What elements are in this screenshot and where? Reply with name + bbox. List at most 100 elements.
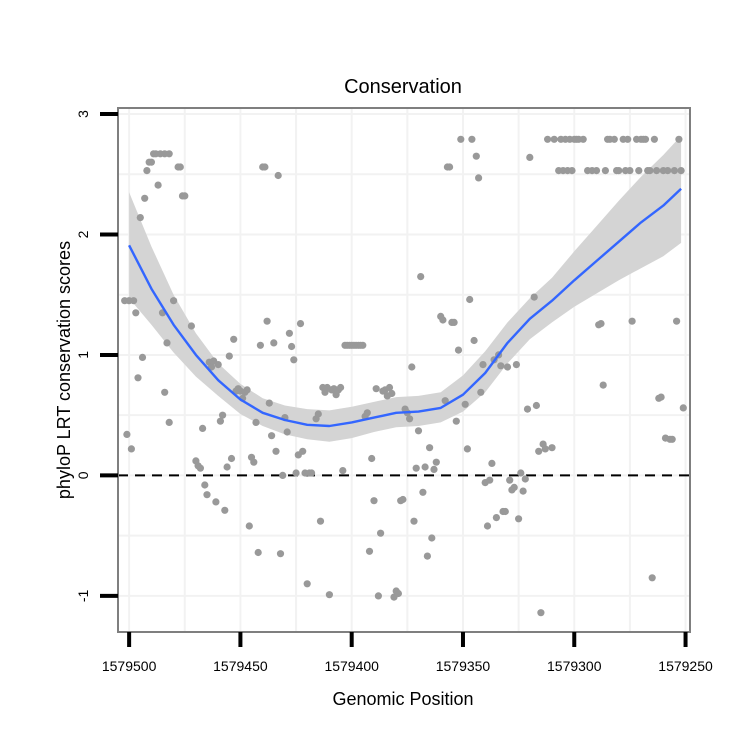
data-point — [399, 495, 407, 504]
data-point — [615, 167, 623, 175]
data-point — [219, 411, 227, 419]
data-point — [675, 135, 683, 143]
data-point — [664, 167, 672, 175]
x-axis: 1579500 1579450 1579400 1579350 1579300 15792… — [102, 632, 713, 674]
data-point — [196, 464, 204, 472]
data-point — [221, 506, 229, 514]
data-point — [408, 363, 416, 371]
data-point — [270, 339, 278, 347]
data-point — [450, 318, 458, 326]
data-point — [181, 192, 189, 200]
data-point — [532, 401, 541, 410]
data-point — [279, 471, 287, 479]
data-point — [579, 135, 587, 143]
data-point — [147, 158, 155, 166]
y-axis-label: phyloP LRT conservation scores — [54, 241, 74, 499]
data-point — [163, 339, 171, 347]
data-point — [230, 335, 238, 343]
data-point — [223, 463, 231, 471]
x-tick-label: 1579500 — [102, 658, 157, 674]
y-tick-label: 1 — [75, 351, 91, 359]
data-point — [292, 469, 300, 477]
data-point — [325, 591, 333, 599]
data-point — [254, 548, 262, 557]
data-point — [626, 167, 634, 175]
data-point — [141, 194, 149, 202]
data-point — [657, 393, 665, 401]
data-point — [430, 465, 438, 473]
points-layer — [121, 135, 687, 617]
data-point — [372, 385, 380, 393]
data-point — [299, 447, 307, 455]
plot-frame — [117, 107, 691, 633]
chart-title: Conservation — [344, 76, 462, 98]
data-point — [290, 356, 298, 364]
data-point — [610, 135, 618, 143]
data-point — [394, 589, 402, 598]
data-point — [673, 317, 681, 325]
data-point — [463, 445, 471, 453]
data-point — [203, 491, 211, 499]
data-point — [227, 454, 236, 463]
data-point — [501, 507, 509, 516]
data-point — [265, 399, 273, 407]
data-point — [510, 483, 518, 491]
data-point — [535, 447, 543, 455]
data-point — [136, 214, 144, 222]
data-point — [212, 498, 220, 506]
data-point — [214, 361, 222, 369]
data-point — [261, 163, 269, 171]
data-point — [365, 547, 374, 555]
data-point — [245, 522, 253, 530]
data-point — [127, 445, 135, 453]
data-point — [519, 487, 527, 495]
data-point — [488, 459, 496, 467]
data-point — [523, 405, 532, 413]
y-axis: -1 0 1 2 3 — [75, 110, 118, 602]
confidence-band — [129, 135, 682, 442]
data-point — [472, 152, 480, 160]
data-point — [250, 458, 258, 466]
data-point — [272, 447, 280, 455]
data-point — [359, 341, 367, 349]
data-point — [530, 293, 538, 301]
data-point — [550, 135, 558, 143]
data-point — [374, 592, 382, 600]
data-point — [165, 150, 173, 158]
data-point — [370, 497, 378, 505]
data-point — [123, 430, 131, 438]
data-point — [385, 383, 394, 392]
y-tick-label: 0 — [75, 471, 91, 479]
data-point — [432, 458, 440, 466]
y-tick-label: 3 — [75, 110, 91, 118]
data-point — [170, 297, 178, 305]
confidence-band-layer — [129, 135, 682, 442]
data-point — [457, 135, 465, 143]
data-point — [419, 488, 427, 496]
data-point — [599, 381, 607, 389]
data-point — [544, 135, 552, 143]
data-point — [492, 514, 500, 522]
data-point — [176, 163, 184, 171]
data-point — [187, 322, 195, 330]
data-point — [303, 580, 311, 588]
data-point — [243, 386, 251, 394]
data-point — [668, 435, 676, 443]
data-point — [276, 550, 285, 558]
x-tick-label: 1579300 — [547, 658, 602, 674]
data-point — [635, 167, 643, 175]
data-point — [256, 341, 264, 349]
data-point — [314, 410, 322, 418]
data-point — [479, 361, 487, 369]
data-point — [296, 320, 305, 328]
data-point — [426, 444, 434, 452]
data-point — [252, 418, 260, 426]
data-point — [641, 135, 650, 143]
data-point — [428, 534, 436, 542]
data-point — [308, 469, 316, 477]
data-point — [506, 476, 514, 484]
data-point — [483, 522, 492, 530]
data-point — [130, 297, 138, 305]
data-point — [216, 417, 224, 425]
